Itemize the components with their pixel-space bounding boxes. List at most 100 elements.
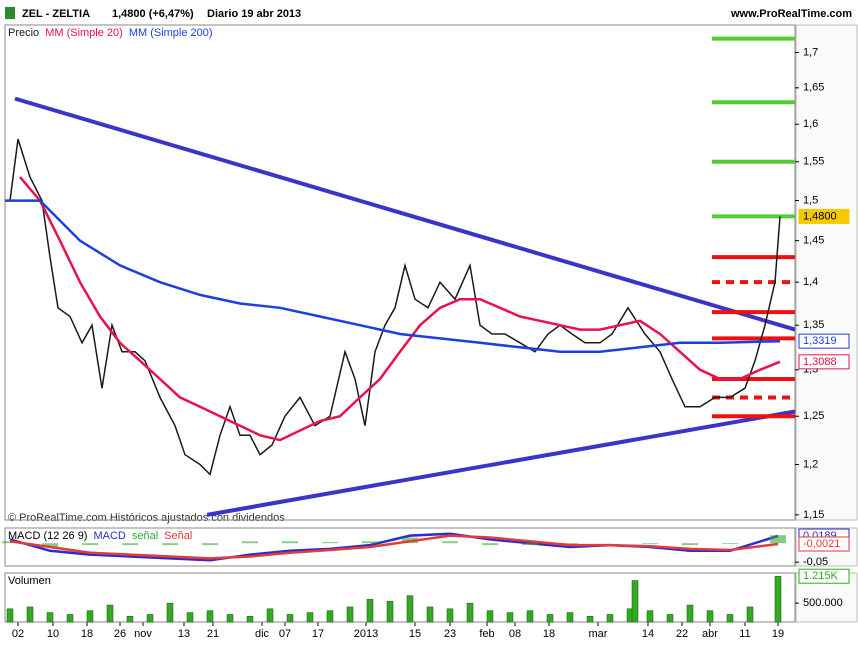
note: © ProRealTime.com Históricos ajustados c… [8, 512, 285, 524]
volume-bar [86, 610, 94, 623]
price-label: -0,0021 [803, 538, 840, 550]
volume-bar [186, 612, 194, 623]
y-tick-label: 1,7 [803, 46, 818, 58]
volume-bar [66, 614, 74, 623]
x-tick-label: abr [702, 628, 718, 640]
x-tick-label: 19 [772, 628, 784, 640]
x-tick-label: 14 [642, 628, 654, 640]
axis-strip [795, 24, 858, 521]
legend-entry: Precio [8, 27, 39, 39]
x-tick-label: 10 [47, 628, 59, 640]
x-tick-label: 22 [676, 628, 688, 640]
histogram-bar [122, 543, 138, 546]
histogram-bar [42, 543, 58, 547]
panel-frame [4, 572, 796, 623]
histogram-bar [162, 543, 178, 546]
volume-bar [166, 602, 174, 623]
volume-bar [306, 612, 314, 623]
x-tick-label: feb [479, 628, 494, 640]
volume-bar [726, 614, 734, 623]
legend-entry: Señal [164, 530, 192, 542]
trendline [206, 409, 796, 517]
volume-bar [526, 610, 534, 623]
volume-bar [546, 614, 554, 623]
chart-title: ZEL - ZELTIA [22, 8, 90, 20]
volume-bar [286, 614, 294, 623]
volume-bar [666, 614, 674, 623]
volume-bar [586, 616, 594, 623]
price-label: 1,3319 [803, 335, 837, 347]
volume-bar [106, 604, 114, 623]
legend-entry: MACD [93, 530, 125, 542]
x-tick-label: 15 [409, 628, 421, 640]
volume-bar [146, 614, 154, 623]
price-label: 1.215K [803, 570, 839, 582]
x-tick-label: 17 [312, 628, 324, 640]
x-tick-label: 11 [739, 628, 750, 640]
legend-entry: Volumen [8, 575, 51, 587]
histogram-bar [442, 541, 458, 544]
volume-bar [366, 599, 374, 623]
x-tick-label: 23 [444, 628, 456, 640]
histogram-bar [322, 542, 338, 544]
volume-bar [706, 610, 714, 623]
legend-entry: MM (Simple 20) [45, 27, 123, 39]
volume-bar [326, 610, 334, 623]
x-tick-label: 18 [543, 628, 555, 640]
period: Diario 19 abr 2013 [207, 8, 301, 20]
x-tick-label: 13 [178, 628, 190, 640]
volume-bar [566, 612, 574, 623]
volume-bar [346, 606, 354, 623]
volume-bar [606, 614, 614, 623]
y-tick-label: 500.000 [803, 597, 843, 609]
x-tick-label: 08 [509, 628, 521, 640]
x-tick-label: 2013 [354, 628, 378, 640]
volume-bar [774, 575, 782, 623]
volume-bar [6, 608, 14, 623]
x-tick-label: 26 [114, 628, 126, 640]
volume-bar [406, 595, 414, 623]
x-tick-label: 21 [207, 628, 219, 640]
volume-bar [206, 610, 214, 623]
histogram-bar [82, 543, 98, 546]
y-tick-label: -0,05 [803, 556, 828, 568]
price-label-box [798, 208, 850, 224]
logo [5, 7, 15, 19]
series-line [19, 176, 781, 442]
volume-bar [266, 608, 274, 623]
x-tick-label: dic [255, 628, 270, 640]
legend-entry: MACD (12 26 9) [8, 530, 87, 542]
series-line [5, 199, 781, 354]
x-tick-label: 07 [279, 628, 291, 640]
y-tick-label: 1,4 [803, 276, 818, 288]
y-tick-label: 1,25 [803, 410, 824, 422]
volume-bar [486, 610, 494, 623]
volume-bar [466, 602, 474, 623]
volume-bar [426, 606, 434, 623]
volume-bar [26, 606, 34, 623]
y-tick-label: 1,15 [803, 509, 824, 521]
source: www.ProRealTime.com [730, 8, 852, 20]
volume-bar [686, 604, 694, 623]
histogram-bar [770, 535, 786, 544]
series-line [9, 534, 779, 560]
y-tick-label: 1,35 [803, 319, 824, 331]
price-label-box [798, 333, 850, 349]
histogram-bar [282, 541, 298, 544]
x-tick-label: nov [134, 628, 152, 640]
volume-bar [631, 580, 639, 623]
y-tick-label: 1,2 [803, 458, 818, 470]
price-label: 1,3088 [803, 356, 837, 368]
x-tick-label: 18 [81, 628, 93, 640]
y-tick-label: 1,45 [803, 235, 824, 247]
chart-subtitle: 1,4800 (+6,47%) [112, 8, 194, 20]
volume-bar [646, 610, 654, 623]
price-label-box [798, 354, 850, 370]
legend-entry: MM (Simple 200) [129, 27, 213, 39]
y-tick-label: 1,65 [803, 82, 824, 94]
price-label: 1,4800 [803, 210, 837, 222]
volume-bar [386, 601, 394, 623]
histogram-bar [362, 541, 378, 544]
